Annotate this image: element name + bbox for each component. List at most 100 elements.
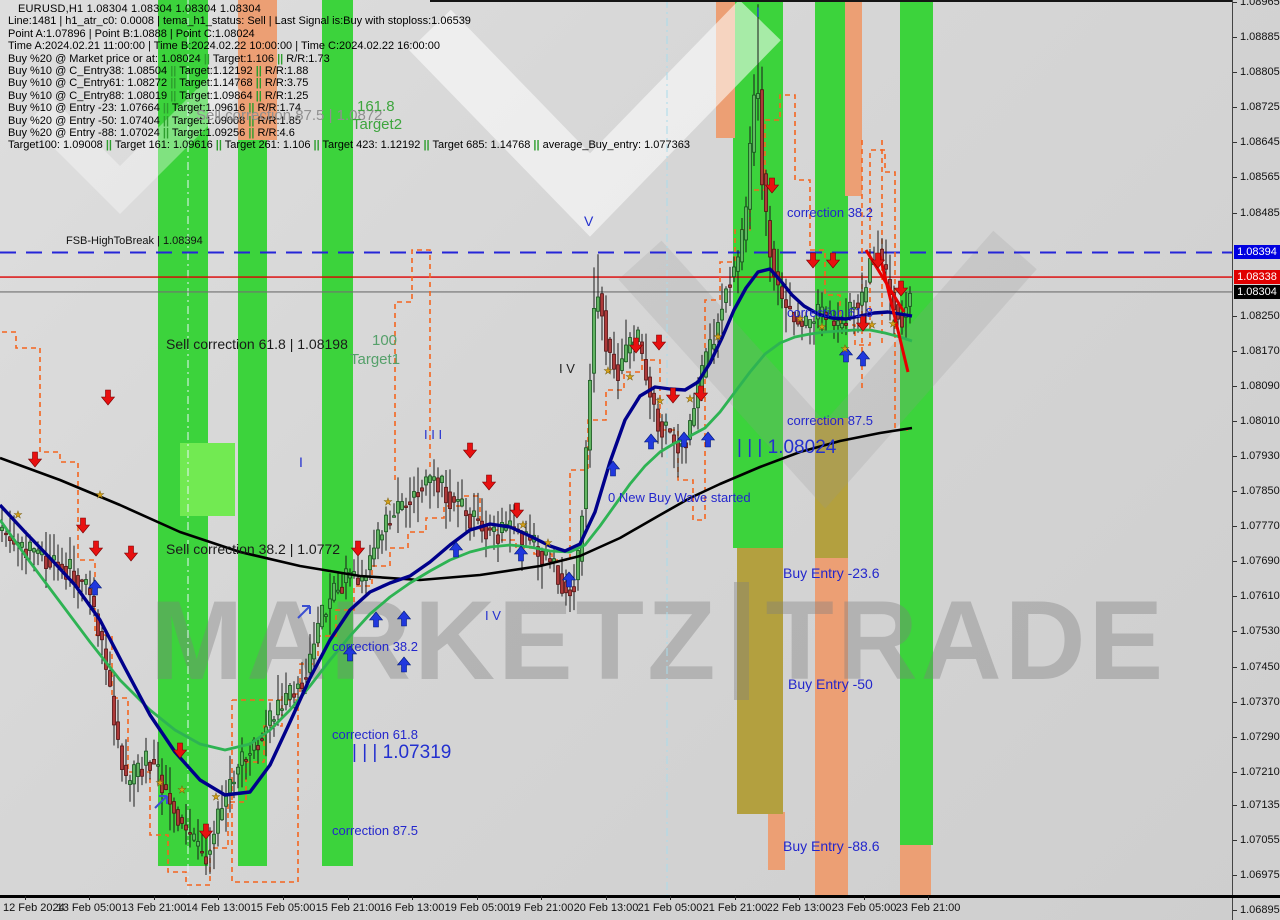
- candle: [492, 526, 496, 532]
- info-line: Target100: 1.09008 || Target 161: 1.0961…: [8, 139, 690, 152]
- candle: [384, 514, 388, 533]
- current-price-box: 1.08304: [1234, 284, 1280, 299]
- info-line: Buy %20 @ Market price or at: 1.08024 ||…: [8, 52, 330, 65]
- candle: [668, 428, 672, 433]
- candle: [100, 631, 104, 641]
- price-tick: [1233, 771, 1237, 773]
- candle: [460, 498, 464, 507]
- candle: [572, 586, 576, 593]
- time-tick: [89, 896, 90, 900]
- time-axis-label: 12 Feb 2024: [3, 902, 65, 914]
- candle: [440, 475, 444, 484]
- candle: [596, 296, 600, 312]
- candle: [724, 288, 728, 303]
- buy-arrow-icon: [561, 571, 577, 588]
- candle: [564, 581, 568, 594]
- candle: [164, 784, 168, 790]
- buy-arrow-icon: [700, 431, 716, 448]
- time-axis-label: 22 Feb 13:00: [766, 902, 832, 914]
- candle: [88, 588, 92, 596]
- candle: [600, 293, 604, 317]
- candle: [908, 292, 912, 307]
- chart-annotation: I: [756, 4, 760, 20]
- ma-black-line: [0, 426, 913, 582]
- chart-annotation: V: [584, 213, 594, 229]
- candle: [716, 322, 720, 336]
- candle: [204, 856, 208, 865]
- candle: [808, 319, 812, 329]
- candle: [268, 710, 272, 726]
- ma-green-line: [0, 328, 913, 752]
- price-axis-label: 1.07610: [1240, 590, 1280, 603]
- time-tick: [864, 896, 865, 900]
- price-axis-label: 1.06975: [1240, 868, 1280, 881]
- price-axis[interactable]: 1.08965 1.08885 1.08805 1.08725 1.08645 1.085…: [1232, 0, 1280, 920]
- candle: [592, 307, 596, 374]
- candle: [176, 809, 180, 826]
- candle: [768, 220, 772, 258]
- chart-annotation: Sell correction 38.2 | 1.0772: [166, 541, 341, 557]
- chart-annotation: correction 61.8: [332, 727, 418, 742]
- chart-annotation: Sell correction 87.5 | 1.0872: [196, 107, 383, 124]
- candle: [332, 582, 336, 601]
- candle: [568, 589, 572, 597]
- price-axis-label: 1.07210: [1240, 765, 1280, 778]
- time-axis-label: 15 Feb 21:00: [315, 902, 381, 914]
- price-tick: [1233, 107, 1237, 109]
- candle: [576, 550, 580, 581]
- candle: [852, 306, 856, 310]
- zone-green: [815, 0, 848, 418]
- buy-arrow-icon: [342, 645, 358, 662]
- price-tick: [1233, 701, 1237, 703]
- candle: [320, 604, 324, 628]
- price-axis-label: 1.08170: [1240, 344, 1280, 357]
- star-marker-icon: ★: [604, 366, 613, 377]
- candle: [640, 341, 644, 354]
- candle: [836, 320, 840, 326]
- price-axis-label: 1.07370: [1240, 695, 1280, 708]
- candle: [656, 408, 660, 432]
- candle: [856, 302, 860, 309]
- price-tick: [1233, 631, 1237, 633]
- candle: [444, 486, 448, 504]
- sell-arrow-icon: [893, 280, 909, 297]
- star-marker-icon: ★: [156, 778, 165, 789]
- candle: [308, 653, 312, 673]
- candle: [556, 565, 560, 585]
- candle: [732, 266, 736, 277]
- buy-arrow-icon: [855, 350, 871, 367]
- candle: [428, 475, 432, 484]
- candle: [644, 359, 648, 381]
- price-tick: [1233, 212, 1237, 214]
- info-line: Buy %10 @ Entry -23: 1.07664 || Target:1…: [8, 102, 301, 115]
- candle: [616, 364, 620, 381]
- price-tick: [1233, 37, 1237, 39]
- candle: [728, 284, 732, 288]
- candle: [604, 310, 608, 352]
- candle: [588, 379, 592, 451]
- sell-arrow-icon: [651, 334, 667, 351]
- zone-salmon: [815, 558, 848, 897]
- price-tick: [1233, 596, 1237, 598]
- price-axis-label: 1.07530: [1240, 625, 1280, 638]
- candle: [416, 492, 420, 498]
- price-tick: [1233, 804, 1237, 806]
- time-tick: [670, 896, 671, 900]
- chart-plot-surface[interactable]: ★ ★ ★ ★ ★ ★ ★ ★ ★ ★ ★ ★ ★ ★ ★ ★ ★ ★: [0, 0, 1232, 897]
- sell-arrow-icon: [462, 442, 478, 459]
- price-axis-label: 1.07850: [1240, 485, 1280, 498]
- sell-arrow-icon: [509, 502, 525, 519]
- candle: [304, 677, 308, 680]
- sell-arrow-icon: [27, 451, 43, 468]
- chart-annotation: correction 87.5: [787, 413, 873, 428]
- chart-annotation: 0 New Buy Wave started: [608, 490, 751, 505]
- price-axis-label: 1.07450: [1240, 660, 1280, 673]
- candle: [720, 308, 724, 321]
- candle: [284, 693, 288, 706]
- time-axis[interactable]: 12 Feb 2024 13 Feb 05:00 13 Feb 21:00 14 Fe…: [0, 896, 1232, 920]
- chart-annotation: Buy Entry -23.6: [783, 565, 880, 581]
- buy-arrow-icon: [396, 656, 412, 673]
- top-level-line: [430, 0, 1232, 2]
- sell-arrow-icon: [350, 540, 366, 557]
- zone-green: [322, 0, 353, 866]
